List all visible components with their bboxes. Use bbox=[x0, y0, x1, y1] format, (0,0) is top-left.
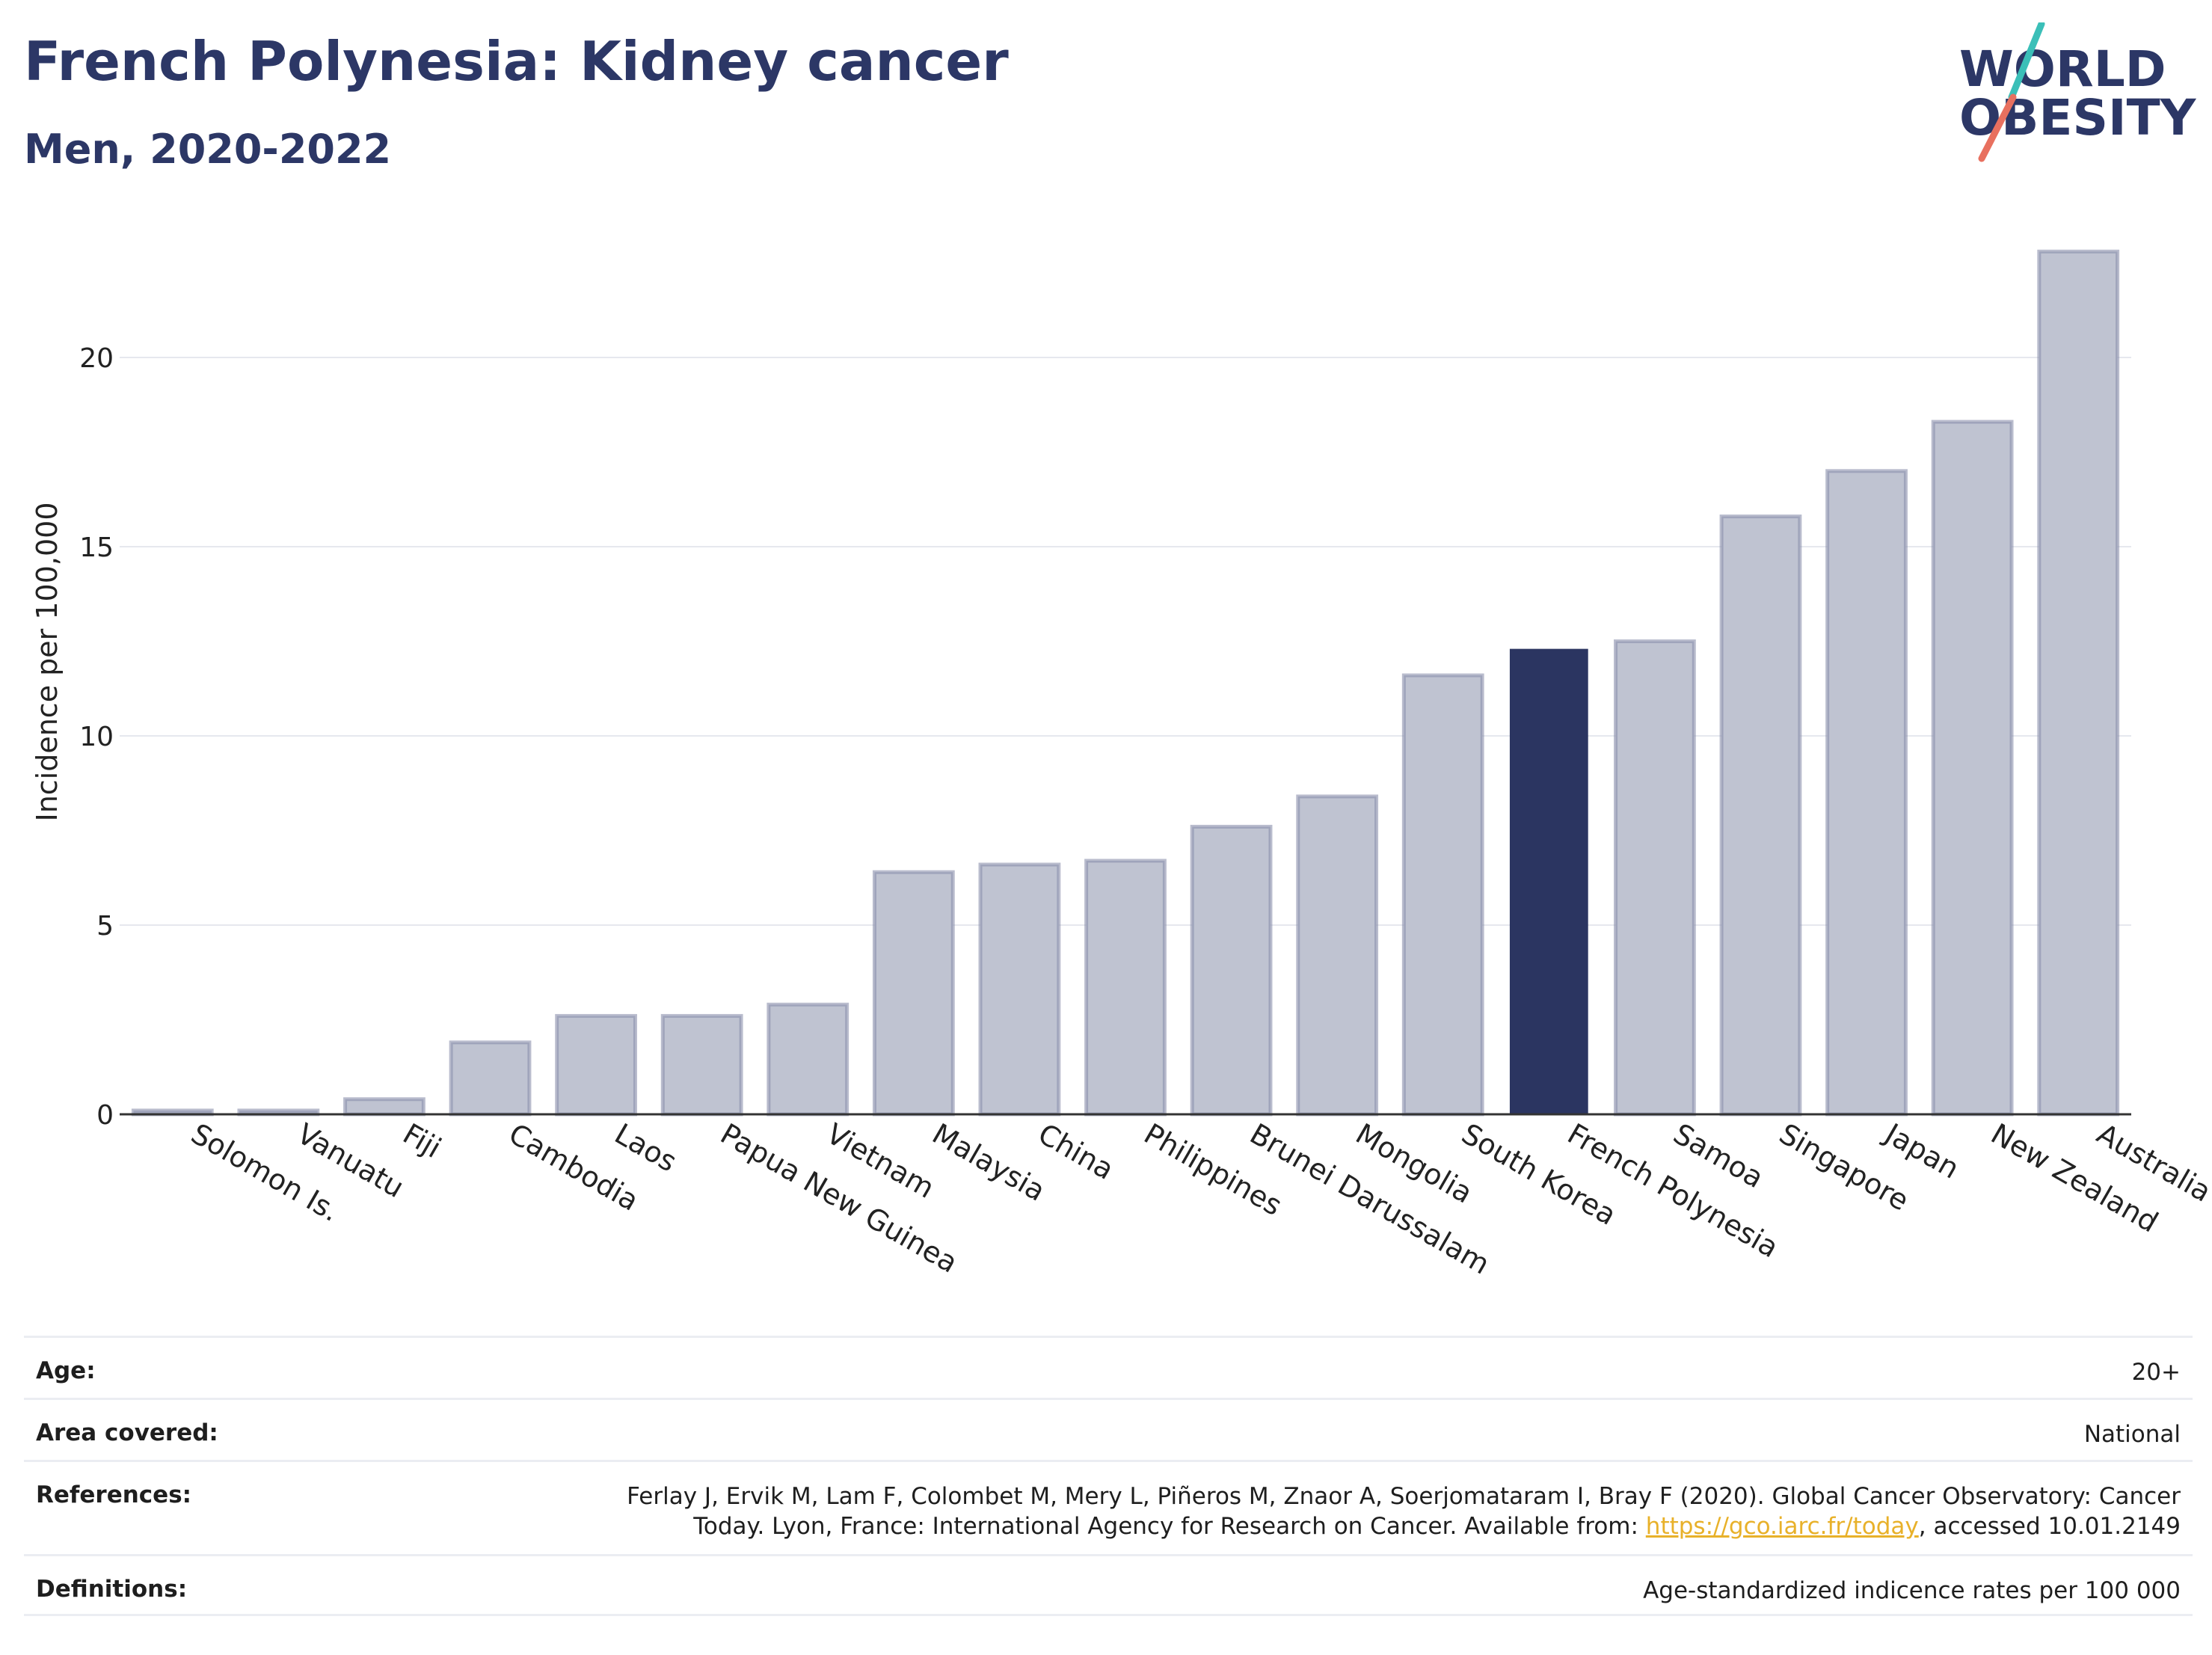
area-label: Area covered: bbox=[36, 1419, 218, 1446]
bar bbox=[1614, 639, 1696, 1117]
definitions-value: Age-standardized indicence rates per 100… bbox=[1643, 1577, 2181, 1604]
y-axis-title: Incidence per 100,000 bbox=[31, 502, 64, 821]
logo-slash-coral bbox=[1978, 93, 2017, 162]
bar bbox=[1931, 420, 2014, 1117]
bar bbox=[449, 1040, 532, 1117]
references-accessed: , accessed 10.01.2149 bbox=[1918, 1513, 2181, 1540]
bar bbox=[978, 862, 1061, 1117]
definitions-label: Definitions: bbox=[36, 1576, 188, 1603]
chart-title: French Polynesia: Kidney cancer bbox=[24, 30, 1009, 93]
bar bbox=[1084, 859, 1167, 1117]
y-tick-label: 5 bbox=[96, 911, 114, 942]
references-value: Ferlay J, Ervik M, Lam F, Colombet M, Me… bbox=[550, 1481, 2181, 1541]
references-text: Ferlay J, Ervik M, Lam F, Colombet M, Me… bbox=[627, 1483, 2181, 1540]
bar bbox=[872, 870, 955, 1117]
bar bbox=[1719, 515, 1802, 1117]
info-table: Age: 20+ Area covered: National Referenc… bbox=[24, 1336, 2193, 1616]
logo-slash-teal bbox=[2008, 22, 2045, 101]
bar-highlighted bbox=[1509, 648, 1588, 1114]
bar bbox=[1401, 673, 1484, 1117]
info-row-definitions: Definitions: Age-standardized indicence … bbox=[24, 1554, 2193, 1616]
x-tick-label: Malaysia bbox=[927, 1117, 1051, 1208]
references-link[interactable]: https://gco.iarc.fr/today bbox=[1645, 1513, 1919, 1540]
y-tick-label: 15 bbox=[79, 532, 114, 563]
bar bbox=[1296, 794, 1379, 1117]
logo-text-world: WORLD bbox=[1959, 40, 2166, 98]
info-row-references: References: Ferlay J, Ervik M, Lam F, Co… bbox=[24, 1460, 2193, 1554]
references-label: References: bbox=[36, 1481, 192, 1508]
bar bbox=[660, 1013, 743, 1117]
bar bbox=[2037, 249, 2120, 1117]
y-tick-label: 0 bbox=[96, 1100, 114, 1131]
bar bbox=[766, 1002, 850, 1117]
chart-subtitle: Men, 2020-2022 bbox=[24, 126, 392, 173]
info-row-age: Age: 20+ bbox=[24, 1336, 2193, 1398]
y-tick-label: 10 bbox=[79, 722, 114, 752]
x-tick-label: Fiji bbox=[397, 1117, 446, 1164]
x-tick-label: Laos bbox=[609, 1117, 683, 1179]
bar bbox=[343, 1097, 425, 1117]
age-label: Age: bbox=[36, 1357, 96, 1384]
bar bbox=[1825, 469, 1908, 1117]
bar bbox=[1190, 824, 1273, 1117]
world-obesity-logo: WORLD OBESITY bbox=[1959, 22, 2197, 162]
y-tick-label: 20 bbox=[79, 343, 114, 374]
area-value: National bbox=[2083, 1421, 2181, 1448]
age-value: 20+ bbox=[2131, 1359, 2181, 1386]
bar bbox=[555, 1013, 637, 1117]
info-row-area: Area covered: National bbox=[24, 1398, 2193, 1460]
